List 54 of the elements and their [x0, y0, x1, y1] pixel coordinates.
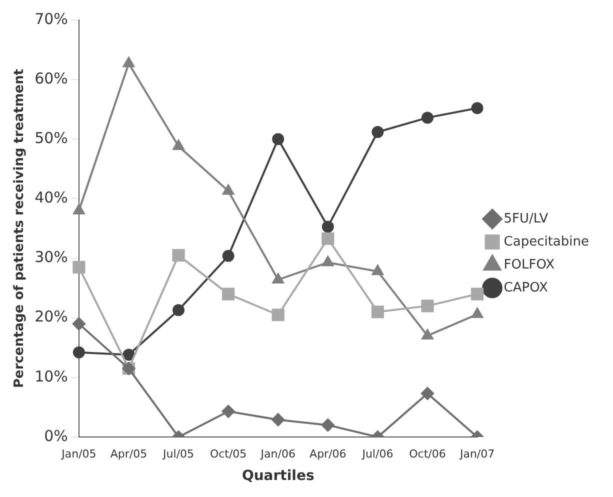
point — [272, 273, 284, 284]
point — [420, 387, 434, 400]
point — [72, 317, 86, 330]
point — [222, 250, 234, 262]
point — [421, 112, 434, 124]
y-tick-label: 40% — [34, 188, 68, 207]
point — [471, 102, 484, 114]
point — [122, 56, 134, 68]
y-tick-label: 10% — [34, 367, 68, 386]
y-axis-title: Percentage of patients receiving treatment — [12, 68, 28, 388]
point — [421, 300, 434, 312]
point — [372, 264, 384, 276]
y-tick-label: 70% — [34, 10, 68, 28]
point — [321, 418, 334, 432]
x-tick-label: Jul/05 — [162, 447, 194, 460]
y-tick-label: 60% — [34, 69, 68, 88]
y-tick-label: 20% — [34, 308, 68, 326]
x-tick-label: Oct/06 — [409, 447, 446, 460]
point — [322, 232, 334, 245]
point — [72, 260, 86, 274]
point — [222, 184, 234, 195]
x-tick-label: Jan/05 — [60, 447, 96, 460]
y-tick-label: 50% — [34, 129, 68, 148]
legend-label: FOLFOX — [504, 257, 555, 272]
point — [470, 288, 484, 300]
legend-label: Capecitabine — [504, 234, 589, 250]
y-tick-label: 30% — [34, 248, 68, 266]
point — [172, 249, 185, 262]
point — [172, 304, 185, 316]
y-tick-label: 0% — [44, 426, 68, 445]
legend-label: 5FU/LV — [504, 211, 548, 226]
point — [222, 404, 235, 418]
x-axis-title: Quartiles — [242, 468, 314, 484]
point — [372, 126, 384, 138]
point — [222, 288, 235, 300]
x-tick-label: Oct/05 — [210, 447, 247, 460]
point — [322, 256, 334, 266]
x-tick-label: Apr/05 — [110, 447, 148, 460]
point — [272, 308, 284, 322]
x-tick-label: Apr/06 — [310, 447, 346, 460]
point — [73, 204, 85, 214]
point — [272, 413, 285, 426]
point — [422, 329, 434, 340]
point — [272, 133, 284, 146]
point — [472, 308, 484, 318]
legend-label: CAPOX — [504, 280, 548, 296]
x-tick-label: Jan/06 — [260, 447, 296, 460]
point — [322, 220, 334, 233]
x-tick-label: Jul/06 — [361, 447, 394, 460]
point — [72, 346, 85, 358]
point — [371, 306, 384, 318]
x-tick-label: Jan/07 — [458, 447, 495, 460]
point — [122, 348, 135, 361]
point — [172, 140, 184, 150]
